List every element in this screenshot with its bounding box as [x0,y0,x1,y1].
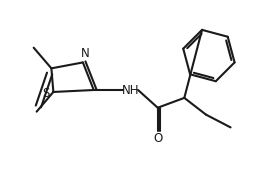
Text: S: S [42,87,49,100]
Text: N: N [80,47,89,60]
Text: O: O [153,132,162,145]
Text: NH: NH [122,84,139,96]
